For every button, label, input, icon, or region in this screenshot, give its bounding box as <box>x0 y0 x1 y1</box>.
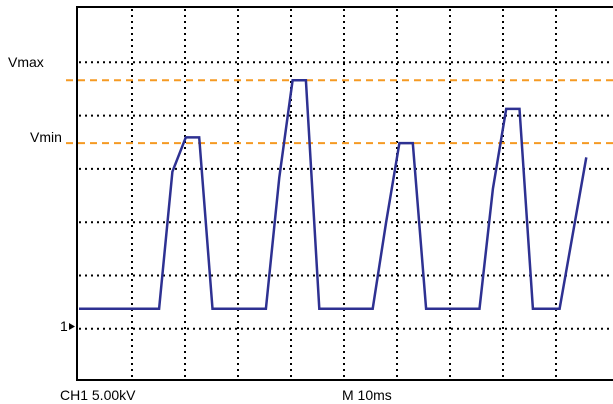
timebase-label: M 10ms <box>342 387 392 403</box>
ground-marker-label: 1 <box>60 318 68 334</box>
channel-label: CH1 5.00kV <box>60 387 136 403</box>
signal-trace <box>79 79 588 310</box>
reference-lines <box>66 79 613 145</box>
plot-frame <box>76 6 613 381</box>
vmax-label: Vmax <box>8 54 44 70</box>
ground-marker-arrow <box>69 323 75 330</box>
vmin-label: Vmin <box>30 129 62 145</box>
trace-layer <box>79 79 588 310</box>
grid <box>79 9 613 380</box>
